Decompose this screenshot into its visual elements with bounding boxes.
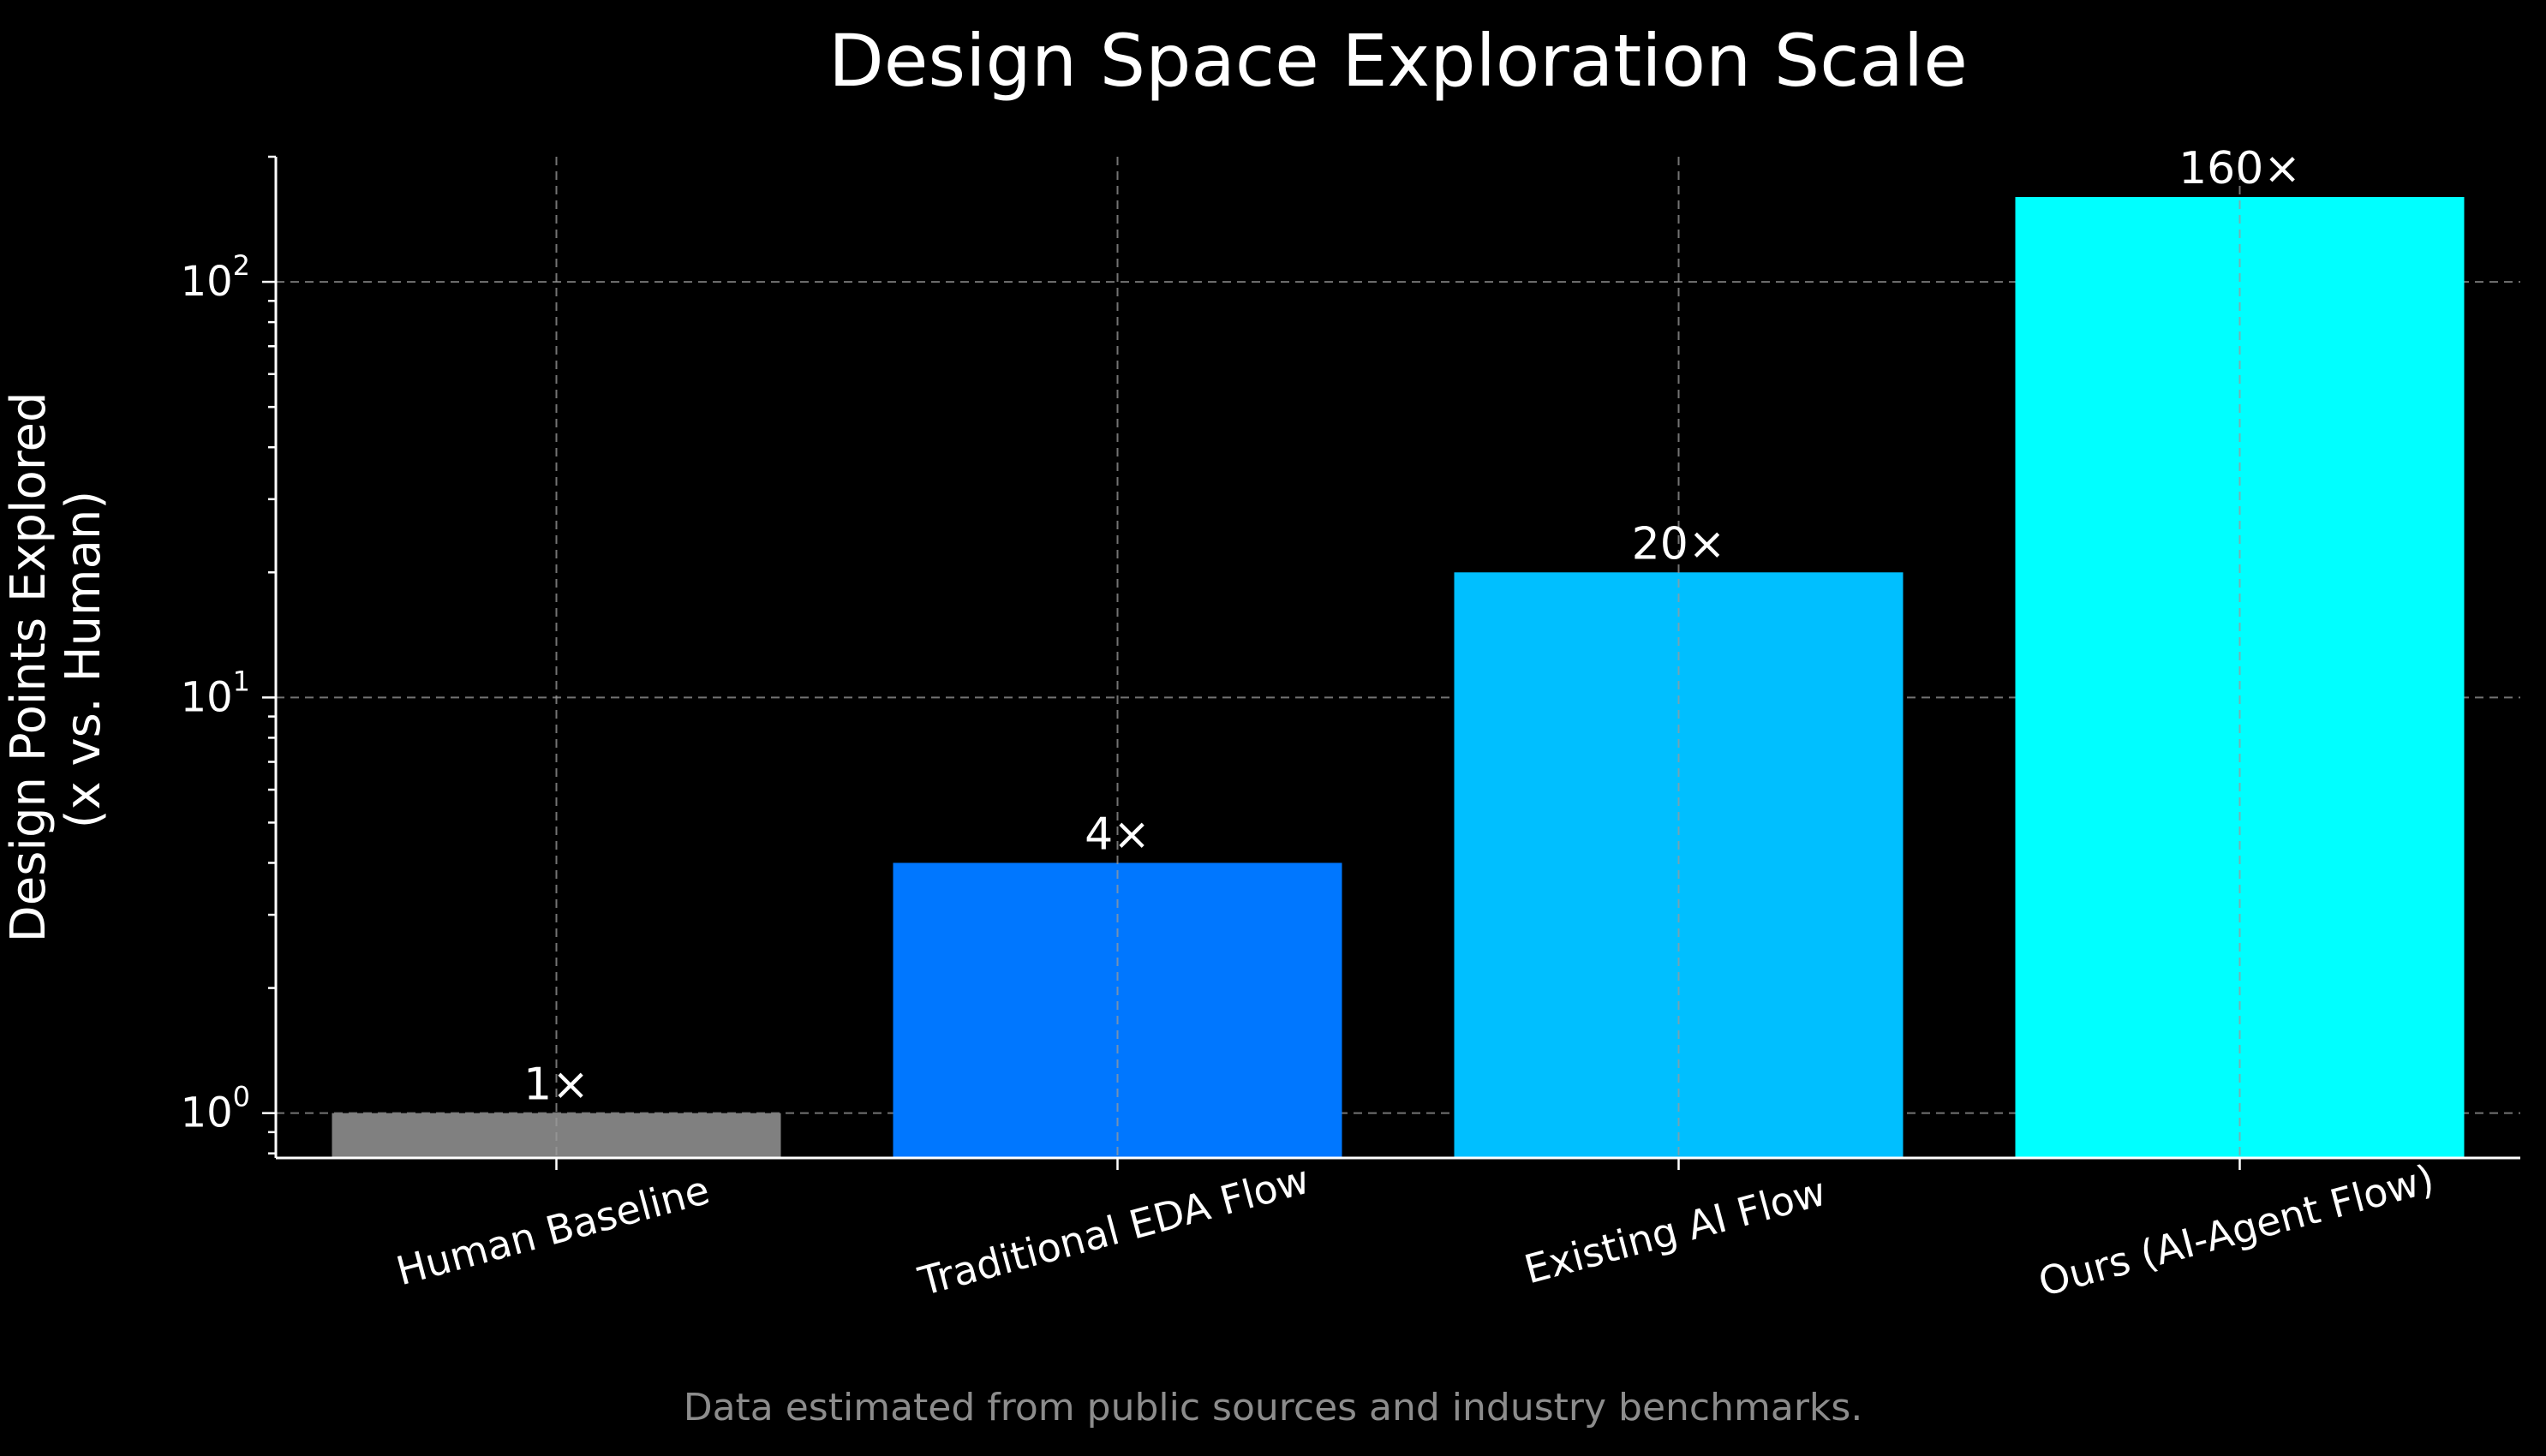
bar-value-label-1: 4×: [1085, 809, 1150, 860]
bar-value-label-2: 20×: [1632, 518, 1726, 570]
y-tick-exponent: 0: [233, 1081, 250, 1113]
x-tick-label-0: Human Baseline: [391, 1167, 714, 1294]
bars-layer: [332, 197, 2465, 1158]
y-tick-label: 102: [181, 249, 250, 306]
y-tick-base: 10: [181, 1089, 233, 1137]
y-tick-exponent: 1: [233, 665, 250, 697]
y-tick-base: 10: [181, 673, 233, 721]
bar-value-label-3: 160×: [2178, 143, 2301, 194]
y-tick-label: 101: [181, 665, 250, 721]
axes-layer: [262, 155, 2520, 1170]
y-tick-exponent: 2: [233, 249, 250, 282]
y-axis-label-line-2: (x vs. Human): [56, 491, 111, 829]
x-tick-label-1: Traditional EDA Flow: [913, 1156, 1314, 1305]
x-tick-label-2: Existing AI Flow: [1520, 1168, 1831, 1293]
y-tick-label: 100: [181, 1081, 250, 1137]
footnote: Data estimated from public sources and i…: [684, 1386, 1863, 1429]
bar-value-label-0: 1×: [523, 1059, 589, 1111]
y-tick-base: 10: [181, 258, 233, 306]
y-axis-label-line-1: Design Points Explored: [1, 391, 57, 942]
vertical-grid-layer: [555, 157, 2241, 1158]
chart-title: Design Space Exploration Scale: [828, 19, 1968, 103]
x-tick-label-3: Ours (AI-Agent Flow): [2034, 1155, 2439, 1305]
bar-3: [2015, 197, 2465, 1158]
y-axis-label: Design Points Explored (x vs. Human): [1, 377, 111, 943]
